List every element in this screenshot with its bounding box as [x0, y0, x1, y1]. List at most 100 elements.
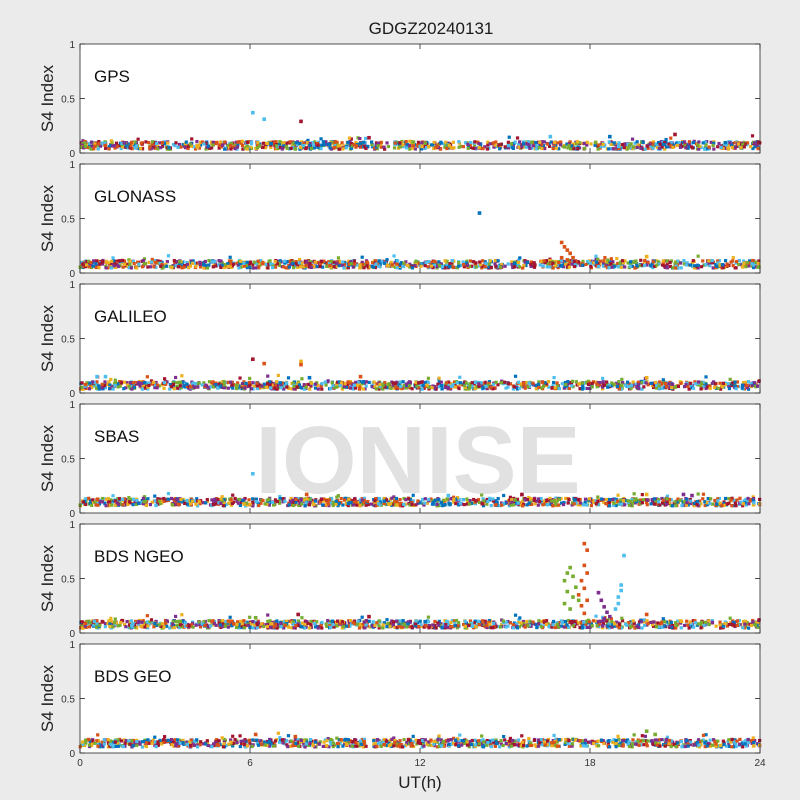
data-point	[319, 137, 323, 141]
data-point	[451, 140, 455, 144]
data-point	[429, 497, 433, 501]
data-point	[527, 143, 531, 147]
data-point	[601, 264, 606, 268]
outlier-point	[520, 492, 524, 497]
data-point	[188, 502, 193, 506]
data-point	[635, 384, 639, 389]
data-point	[576, 498, 580, 502]
data-point	[696, 380, 701, 384]
data-point	[533, 502, 537, 506]
data-point	[583, 386, 587, 390]
data-point	[432, 263, 436, 268]
data-point	[667, 497, 672, 501]
data-point	[749, 382, 753, 386]
data-point	[669, 498, 673, 502]
data-point	[657, 262, 661, 266]
data-point	[352, 500, 356, 504]
data-point	[204, 501, 208, 505]
data-point	[477, 145, 481, 150]
data-point	[94, 259, 99, 263]
data-point	[441, 504, 445, 508]
data-point	[480, 266, 484, 270]
data-point	[615, 146, 619, 150]
data-point	[85, 497, 89, 501]
data-point	[292, 266, 296, 270]
data-point	[409, 140, 414, 144]
y-tick-label: 0.5	[61, 455, 75, 466]
data-point	[564, 496, 568, 501]
data-point	[100, 382, 104, 386]
data-point	[699, 265, 704, 269]
data-point	[450, 619, 454, 623]
data-point	[146, 385, 150, 389]
data-point	[416, 499, 420, 503]
data-point	[344, 266, 348, 270]
data-point	[704, 386, 708, 391]
data-point	[436, 146, 441, 150]
data-point	[420, 501, 425, 505]
outlier-point	[673, 132, 677, 137]
data-point	[154, 380, 158, 385]
data-point	[256, 259, 260, 263]
data-point	[617, 380, 621, 384]
data-point	[93, 500, 97, 504]
data-point	[83, 383, 88, 387]
data-point	[135, 266, 139, 270]
data-point	[188, 142, 192, 146]
data-point	[731, 381, 735, 385]
data-point	[234, 140, 238, 144]
data-point	[141, 496, 146, 500]
data-point	[633, 141, 637, 145]
data-point	[545, 499, 549, 503]
data-point	[83, 497, 88, 501]
data-point	[583, 146, 587, 150]
data-point	[341, 147, 345, 151]
data-point	[122, 497, 127, 501]
data-point	[457, 386, 461, 391]
data-point	[398, 141, 402, 145]
outlier-point	[103, 374, 108, 379]
data-point	[277, 142, 281, 146]
data-point	[204, 141, 208, 145]
data-point	[279, 386, 283, 390]
data-point	[203, 263, 207, 267]
data-point	[337, 147, 341, 151]
data-point	[459, 144, 463, 148]
data-point	[701, 380, 705, 384]
data-point	[523, 260, 527, 264]
data-point	[449, 146, 453, 150]
data-point	[494, 264, 498, 268]
data-point	[575, 383, 579, 387]
data-point	[676, 266, 680, 270]
data-point	[416, 261, 420, 265]
data-point	[375, 382, 379, 386]
data-point	[696, 143, 700, 147]
data-point	[198, 260, 202, 264]
data-point	[385, 258, 389, 262]
data-point	[534, 383, 538, 388]
data-point	[219, 501, 223, 506]
data-point	[574, 142, 578, 146]
data-point	[704, 263, 708, 267]
data-point	[414, 503, 418, 507]
data-point	[457, 261, 461, 265]
data-point	[676, 259, 680, 263]
data-point	[120, 497, 125, 501]
data-point	[530, 140, 534, 144]
data-point	[595, 382, 599, 386]
data-point	[195, 497, 199, 501]
data-point	[544, 259, 549, 263]
data-point	[177, 502, 181, 506]
data-point	[297, 499, 301, 503]
data-point	[355, 383, 360, 387]
data-point	[170, 503, 174, 507]
data-point	[231, 262, 236, 266]
data-point	[557, 620, 561, 625]
data-point	[624, 146, 628, 150]
data-point	[617, 387, 621, 391]
data-point	[129, 140, 134, 145]
data-point	[408, 503, 412, 507]
data-point	[487, 381, 491, 386]
data-point	[601, 262, 606, 266]
data-point	[210, 498, 214, 502]
